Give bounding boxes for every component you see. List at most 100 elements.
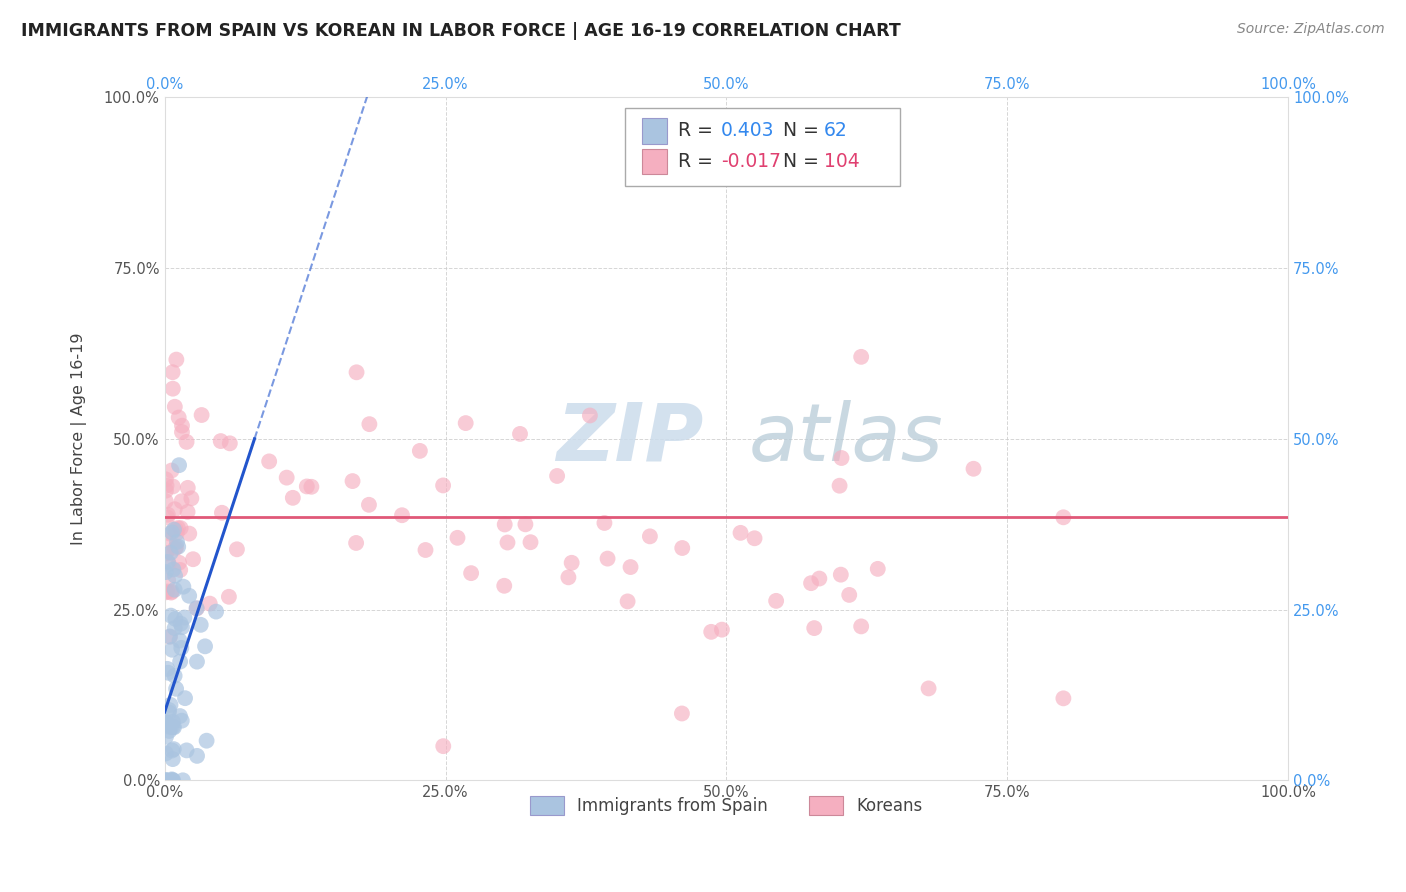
Text: atlas: atlas (749, 400, 943, 478)
Point (557, 570, 579, 584)
Point (155, 565, 177, 579)
Point (162, 562, 184, 576)
Point (211, 506, 233, 520)
Point (163, 742, 186, 756)
Text: R =: R = (678, 121, 718, 140)
Point (519, 535, 541, 549)
Point (155, 585, 177, 599)
Point (454, 416, 477, 430)
Point (169, 655, 191, 669)
Point (160, 585, 183, 599)
Point (170, 620, 193, 634)
Point (163, 669, 186, 683)
Text: Source: ZipAtlas.com: Source: ZipAtlas.com (1237, 22, 1385, 37)
Point (198, 597, 221, 611)
Point (342, 474, 364, 488)
Point (866, 562, 889, 576)
Point (170, 418, 193, 433)
Point (159, 526, 181, 541)
Point (160, 463, 183, 477)
Point (155, 747, 177, 761)
Point (344, 536, 367, 550)
Point (496, 535, 519, 549)
Point (160, 773, 183, 788)
Point (460, 566, 482, 581)
Point (180, 491, 202, 506)
Point (166, 535, 188, 549)
Point (156, 662, 179, 676)
Point (638, 529, 661, 543)
Point (157, 703, 180, 717)
Point (167, 410, 190, 425)
Point (209, 434, 232, 448)
Point (176, 434, 198, 449)
Point (218, 590, 240, 604)
Point (165, 681, 187, 696)
Point (700, 624, 723, 639)
Point (186, 655, 208, 669)
Point (165, 541, 187, 556)
Point (155, 494, 177, 508)
Point (160, 608, 183, 623)
Point (494, 579, 516, 593)
Point (170, 616, 193, 631)
Point (155, 715, 177, 730)
Point (165, 352, 187, 367)
Point (167, 458, 190, 472)
Point (163, 502, 186, 516)
Text: 104: 104 (824, 152, 860, 171)
Point (546, 469, 568, 483)
Point (163, 523, 186, 537)
Point (851, 619, 873, 633)
Point (174, 691, 197, 706)
Point (155, 478, 177, 492)
Point (730, 525, 752, 540)
Point (838, 588, 860, 602)
Point (160, 743, 183, 757)
Point (218, 436, 240, 450)
Point (744, 531, 766, 545)
Point (194, 640, 217, 654)
Point (346, 365, 368, 379)
Point (195, 733, 218, 747)
Point (155, 773, 177, 788)
Point (561, 556, 583, 570)
Point (159, 546, 181, 560)
Point (177, 481, 200, 495)
Point (170, 640, 193, 655)
Point (173, 610, 195, 624)
Text: 0.403: 0.403 (721, 121, 775, 140)
Point (172, 580, 194, 594)
Point (155, 773, 177, 788)
Point (165, 568, 187, 582)
Point (155, 730, 177, 744)
Text: R =: R = (678, 152, 718, 171)
Point (1052, 510, 1074, 524)
Point (157, 573, 180, 587)
Point (257, 454, 280, 468)
Point (494, 517, 516, 532)
Point (163, 720, 186, 734)
Point (169, 521, 191, 535)
Text: IMMIGRANTS FROM SPAIN VS KOREAN IN LABOR FORCE | AGE 16-19 CORRELATION CHART: IMMIGRANTS FROM SPAIN VS KOREAN IN LABOR… (21, 22, 901, 40)
Point (167, 521, 190, 535)
Point (156, 584, 179, 599)
Point (156, 508, 179, 522)
Point (155, 773, 177, 788)
Point (710, 623, 733, 637)
Point (160, 720, 183, 734)
Point (169, 633, 191, 648)
Point (593, 516, 616, 530)
Point (160, 584, 183, 599)
Point (160, 772, 183, 787)
Text: N =: N = (783, 152, 824, 171)
Point (163, 400, 186, 414)
Point (159, 698, 181, 712)
Point (170, 425, 193, 439)
Point (160, 642, 183, 657)
FancyBboxPatch shape (643, 149, 666, 175)
Point (157, 557, 180, 571)
Point (163, 621, 186, 635)
Point (156, 717, 179, 731)
Text: 62: 62 (824, 121, 848, 140)
